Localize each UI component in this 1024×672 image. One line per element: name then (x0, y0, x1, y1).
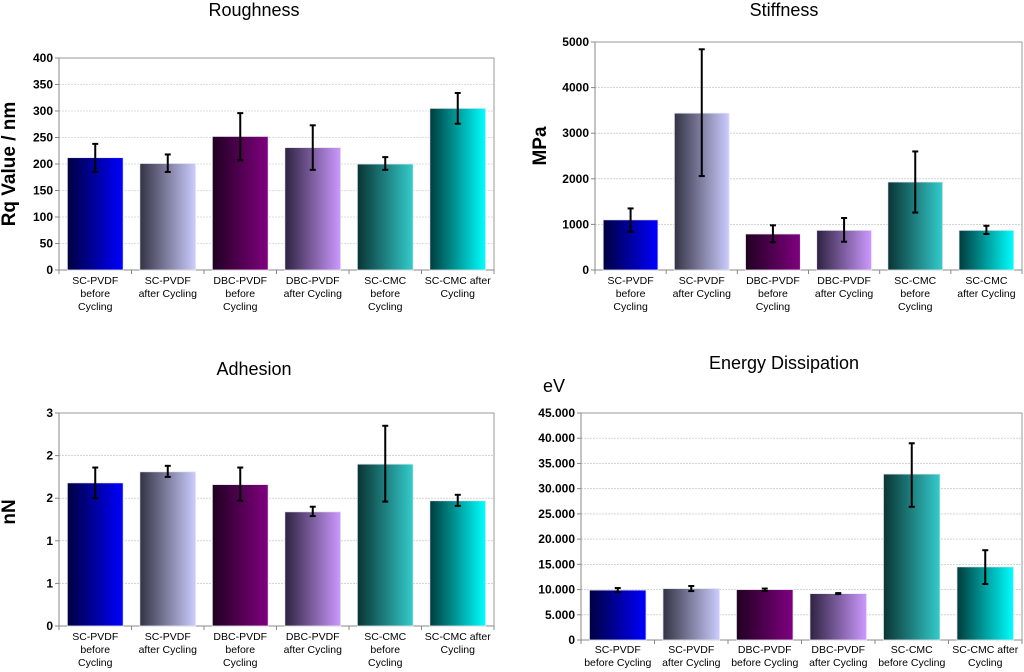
y-tick-label: 200 (33, 157, 53, 171)
y-tick-label: 5.000 (545, 608, 575, 622)
bar (66, 482, 124, 627)
bar (139, 471, 197, 627)
y-tick-label: 35.000 (538, 456, 575, 470)
bar (736, 589, 794, 641)
y-tick-label: 400 (33, 51, 53, 65)
bar (139, 163, 197, 271)
y-tick-label: 5000 (562, 35, 589, 49)
y-tick-label: 100 (33, 210, 53, 224)
bar (211, 484, 269, 627)
y-tick-label: 3 (46, 406, 53, 420)
y-tick-label: 2000 (562, 172, 589, 186)
y-tick-label: 0 (46, 619, 53, 633)
x-tick-label: SC-PVDF before Cycling (584, 644, 651, 669)
x-tick-label: SC-CMC before Cycling (894, 275, 936, 313)
chart-title: Energy Dissipation (709, 353, 859, 373)
y-tick-label: 40.000 (538, 431, 575, 445)
x-tick-label: SC-CMC after Cycling (425, 631, 491, 656)
y-axis-label: MPa (530, 126, 551, 166)
y-tick-label: 45.000 (538, 406, 575, 420)
bar (589, 589, 647, 641)
y-tick-label: 1 (46, 534, 53, 548)
x-tick-label: SC-PVDF after Cycling (139, 631, 198, 656)
bar (662, 588, 720, 641)
y-tick-label: 300 (33, 104, 53, 118)
bar (356, 163, 414, 271)
adhesion-chart: Adhesion nN 0 1 1 2 2 3 SC-PVDF before Cycling SC… (0, 359, 495, 669)
y-tick-label: 150 (33, 184, 53, 198)
bar (66, 157, 124, 271)
y-tick-label: 10.000 (538, 583, 575, 597)
plot-area (58, 412, 495, 627)
plot-area (580, 412, 1023, 641)
x-tick-label: DBC-PVDF before Cycling (731, 644, 798, 669)
x-tick-label: DBC-PVDF before Cycling (213, 631, 267, 669)
x-tick-label: SC-PVDF before Cycling (608, 275, 654, 313)
y-tick-label: 3000 (562, 126, 589, 140)
y-tick-label: 25.000 (538, 507, 575, 521)
x-tick-label: SC-PVDF before Cycling (72, 631, 118, 669)
x-tick-label: SC-PVDF after Cycling (673, 275, 732, 300)
x-tick-label: SC-PVDF after Cycling (139, 275, 198, 300)
y-tick-label: 0 (568, 633, 575, 647)
y-tick-label: 20.000 (538, 532, 575, 546)
bar (211, 136, 269, 271)
x-tick-label: SC-PVDF before Cycling (72, 275, 118, 313)
y-axis-label: Rq Value / nm (0, 102, 20, 227)
y-tick-label: 1 (46, 576, 53, 590)
chart-title: Roughness (208, 0, 299, 20)
y-tick-label: 0 (582, 263, 589, 277)
x-tick-label: DBC-PVDF after Cycling (809, 644, 868, 669)
plot-area (594, 41, 1023, 271)
chart-title: Adhesion (216, 359, 291, 379)
chart-title: Stiffness (750, 0, 819, 20)
x-tick-label: DBC-PVDF before Cycling (213, 275, 267, 313)
y-tick-label: 250 (33, 131, 53, 145)
x-tick-label: SC-PVDF after Cycling (662, 644, 721, 669)
bar (429, 107, 487, 271)
bar (958, 229, 1015, 271)
x-tick-label: DBC-PVDF after Cycling (815, 275, 874, 300)
x-tick-label: SC-CMC after Cycling (957, 275, 1016, 300)
y-tick-label: 50 (40, 237, 54, 251)
y-tick-label: 1000 (562, 217, 589, 231)
x-tick-label: SC-CMC before Cycling (364, 631, 406, 669)
x-tick-label: SC-CMC before Cycling (878, 644, 945, 669)
energy-dissipation-chart: Energy Dissipation eV 0 5.000 10.000 15.000… (538, 353, 1023, 669)
bar (429, 500, 487, 627)
y-tick-label: 4000 (562, 81, 589, 95)
bar (809, 593, 867, 641)
y-tick-label: 0 (46, 263, 53, 277)
y-tick-label: 2 (46, 491, 53, 505)
y-axis-label: nN (0, 499, 20, 524)
x-tick-label: DBC-PVDF after Cycling (284, 275, 343, 300)
y-tick-label: 350 (33, 78, 53, 92)
y-tick-label: 2 (46, 449, 53, 463)
stiffness-chart: Stiffness MPa 0 1000 2000 3000 4000 5000 SC-PV… (530, 0, 1023, 313)
x-tick-label: SC-CMC after Cycling (425, 275, 491, 300)
bar (284, 511, 342, 627)
roughness-chart: Roughness Rq Value / nm 0 50 100 150 200 250 3… (0, 0, 495, 313)
x-tick-label: SC-CMC after Cycling (952, 644, 1018, 669)
y-tick-label: 30.000 (538, 482, 575, 496)
y-axis-label: eV (543, 376, 565, 396)
x-tick-label: DBC-PVDF after Cycling (284, 631, 343, 656)
y-tick-label: 15.000 (538, 557, 575, 571)
x-tick-label: SC-CMC before Cycling (364, 275, 406, 313)
x-tick-label: DBC-PVDF before Cycling (746, 275, 800, 313)
